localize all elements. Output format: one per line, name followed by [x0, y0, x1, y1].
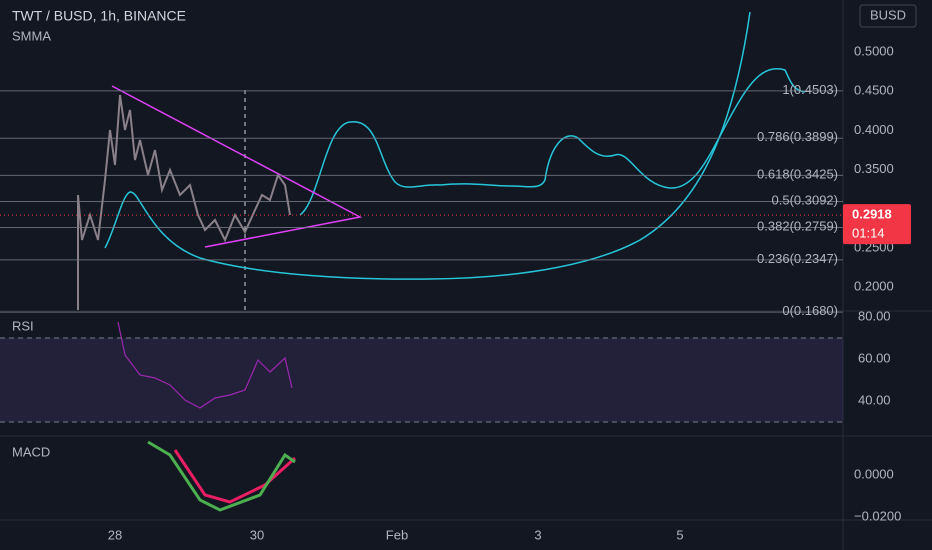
- countdown: 01:14: [852, 226, 885, 241]
- smma-line: [104, 11, 751, 280]
- rsi-title: RSI: [12, 318, 34, 333]
- fib-label: 0.618(0.3425): [757, 166, 838, 181]
- macd-title: MACD: [12, 444, 50, 459]
- fib-label: 0.786(0.3899): [757, 129, 838, 144]
- fib-label: 0.382(0.2759): [757, 218, 838, 233]
- time-label: 28: [108, 527, 122, 542]
- time-label: Feb: [386, 527, 408, 542]
- macd-tick-label: −0.0200: [854, 508, 901, 523]
- last-price-tag: [843, 204, 911, 245]
- triangle: [111, 85, 363, 248]
- indicator-name: SMMA: [12, 28, 51, 43]
- rsi-tick-label: 80.00: [858, 308, 891, 323]
- symbol-title: TWT / BUSD, 1h, BINANCE: [12, 8, 186, 24]
- time-label: 30: [250, 527, 264, 542]
- currency-box[interactable]: [859, 4, 917, 28]
- price-tick-label: 0.2000: [854, 278, 894, 293]
- last-price: 0.2918: [852, 207, 892, 222]
- price-tick-label: 0.5000: [854, 43, 894, 58]
- currency[interactable]: BUSD: [870, 7, 906, 22]
- time-label: 5: [676, 527, 683, 542]
- rsi-line: [117, 321, 293, 409]
- fib-label: 0(0.1680): [782, 303, 838, 318]
- fib-label: 0.236(0.2347): [757, 251, 838, 266]
- macd-tick-label: 0.0000: [854, 466, 894, 481]
- rsi-band: [0, 338, 843, 422]
- macd-signal: [173, 449, 297, 504]
- rsi-tick-label: 60.00: [858, 350, 891, 365]
- projection-line: [299, 68, 806, 216]
- rsi-tick-label: 40.00: [858, 392, 891, 407]
- price-tick-label: 0.4500: [854, 83, 894, 98]
- price-candles: [77, 94, 291, 310]
- time-label: 3: [534, 527, 541, 542]
- price-tick-label: 0.4000: [854, 122, 894, 137]
- fib-label: 0.5(0.3092): [772, 192, 839, 207]
- macd-line: [147, 440, 296, 512]
- price-tick-label: 0.3500: [854, 161, 894, 176]
- fib-label: 1(0.4503): [782, 82, 838, 97]
